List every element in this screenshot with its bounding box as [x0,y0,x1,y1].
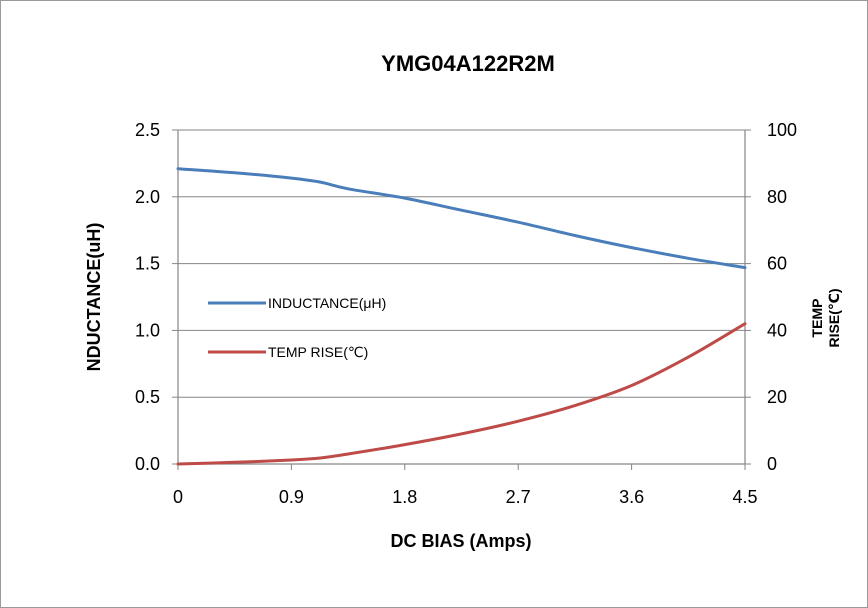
legend-label-inductance: INDUCTANCE(μH) [268,295,386,311]
gridlines [178,129,745,398]
series-temp-rise-line [176,322,747,466]
right-axis-ticks: 0 20 40 60 80 100 [745,120,797,474]
chart-title: YMG04A122R2M [381,51,555,76]
y-tick-label: 1.0 [135,320,160,340]
y-tick-label: 1.5 [135,254,160,274]
y-tick-label: 0.5 [135,387,160,407]
y-axis-label: NDUCTANCE(uH) [84,223,104,372]
y2-axis-label-line2: RISE(℃) [826,289,842,348]
x-axis-ticks: 0 0.9 1.8 2.7 3.6 4.5 [173,464,758,507]
y2-tick-label: 60 [767,254,787,274]
x-tick-label: 4.5 [732,487,757,507]
x-tick-label: 2.7 [506,487,531,507]
y2-axis-label-line1: TEMP [809,299,825,338]
x-tick-label: 1.8 [392,487,417,507]
y2-tick-label: 100 [767,120,797,140]
y2-tick-label: 40 [767,320,787,340]
y2-tick-label: 0 [767,454,777,474]
x-tick-label: 3.6 [619,487,644,507]
x-axis-label: DC BIAS (Amps) [390,531,531,551]
series-lines [176,167,747,466]
y2-tick-label: 80 [767,187,787,207]
y-tick-label: 2.5 [135,120,160,140]
x-tick-label: 0 [173,487,183,507]
series-inductance-line [176,167,747,270]
x-tick-label: 0.9 [279,487,304,507]
legend-label-temp-rise: TEMP RISE(℃) [268,344,368,360]
left-axis-ticks: 0.0 0.5 1.0 1.5 2.0 2.5 [135,120,178,474]
y-tick-label: 0.0 [135,454,160,474]
y-tick-label: 2.0 [135,187,160,207]
legend: INDUCTANCE(μH) TEMP RISE(℃) [208,295,386,360]
y2-tick-label: 20 [767,387,787,407]
